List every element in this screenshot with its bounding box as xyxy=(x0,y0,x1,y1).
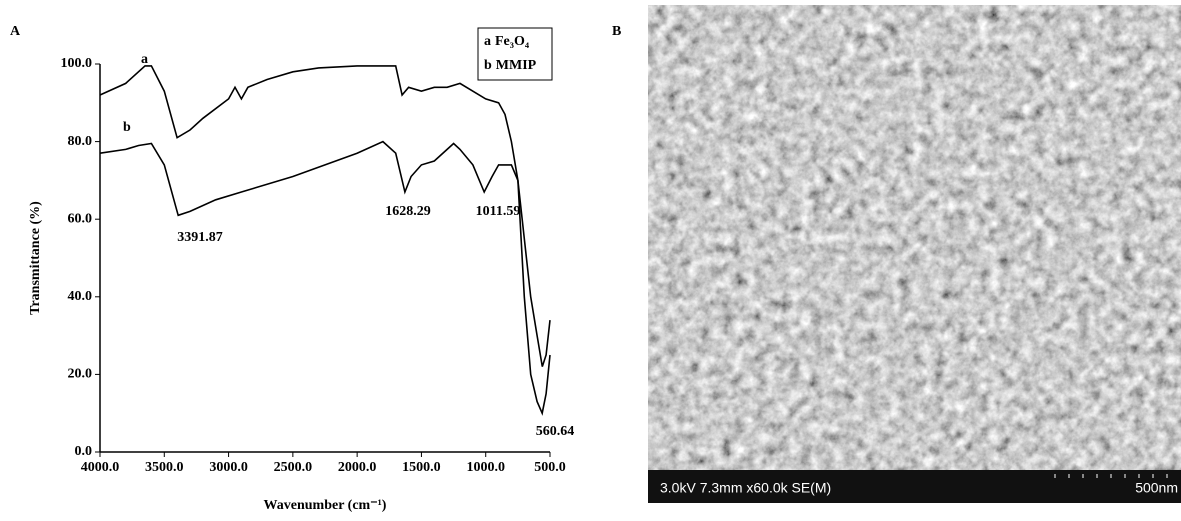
curve-label: b xyxy=(123,120,131,135)
x-tick-label: 3000.0 xyxy=(209,460,248,475)
sem-image xyxy=(648,5,1181,475)
y-tick-label: 60.0 xyxy=(68,211,93,226)
panel-label: B xyxy=(612,24,621,39)
panel-label: A xyxy=(10,24,21,39)
legend-entry: a Fe₃O₄ xyxy=(484,34,530,49)
x-tick-label: 3500.0 xyxy=(145,460,184,475)
legend-letter: a xyxy=(484,34,491,49)
y-tick-label: 100.0 xyxy=(61,56,93,71)
x-tick-label: 1000.0 xyxy=(466,460,505,475)
legend-name: Fe₃O₄ xyxy=(495,34,530,49)
sem-scale-label: 500nm xyxy=(1135,480,1178,496)
x-tick-label: 2000.0 xyxy=(338,460,377,475)
x-tick-label: 2500.0 xyxy=(274,460,313,475)
y-tick-label: 20.0 xyxy=(68,367,93,382)
annotation: 560.64 xyxy=(536,424,575,439)
data-line xyxy=(100,142,550,414)
annotation: 1011.59 xyxy=(476,204,521,219)
y-axis-title: Transmittance (%) xyxy=(28,201,43,315)
curve-label: a xyxy=(141,52,148,67)
sem-info: 3.0kV 7.3mm x60.0k SE(M) xyxy=(660,480,831,496)
page: A B 3.0kV 7.3mm x60.0k SE(M) 500nm Waven… xyxy=(0,0,1181,521)
legend-letter: b xyxy=(484,58,492,73)
x-tick-label: 1500.0 xyxy=(402,460,441,475)
x-tick-label: 4000.0 xyxy=(81,460,120,475)
figure: A B 3.0kV 7.3mm x60.0k SE(M) 500nm Waven… xyxy=(0,0,1181,521)
x-axis-title: Wavenumber (cm⁻¹) xyxy=(264,498,387,513)
y-tick-label: 0.0 xyxy=(75,444,93,459)
annotation: 3391.87 xyxy=(177,230,223,245)
annotation: 1628.29 xyxy=(385,204,431,219)
x-tick-label: 500.0 xyxy=(534,460,566,475)
legend-name: MMIP xyxy=(496,58,537,73)
y-tick-label: 40.0 xyxy=(68,289,93,304)
y-tick-label: 80.0 xyxy=(68,134,93,149)
